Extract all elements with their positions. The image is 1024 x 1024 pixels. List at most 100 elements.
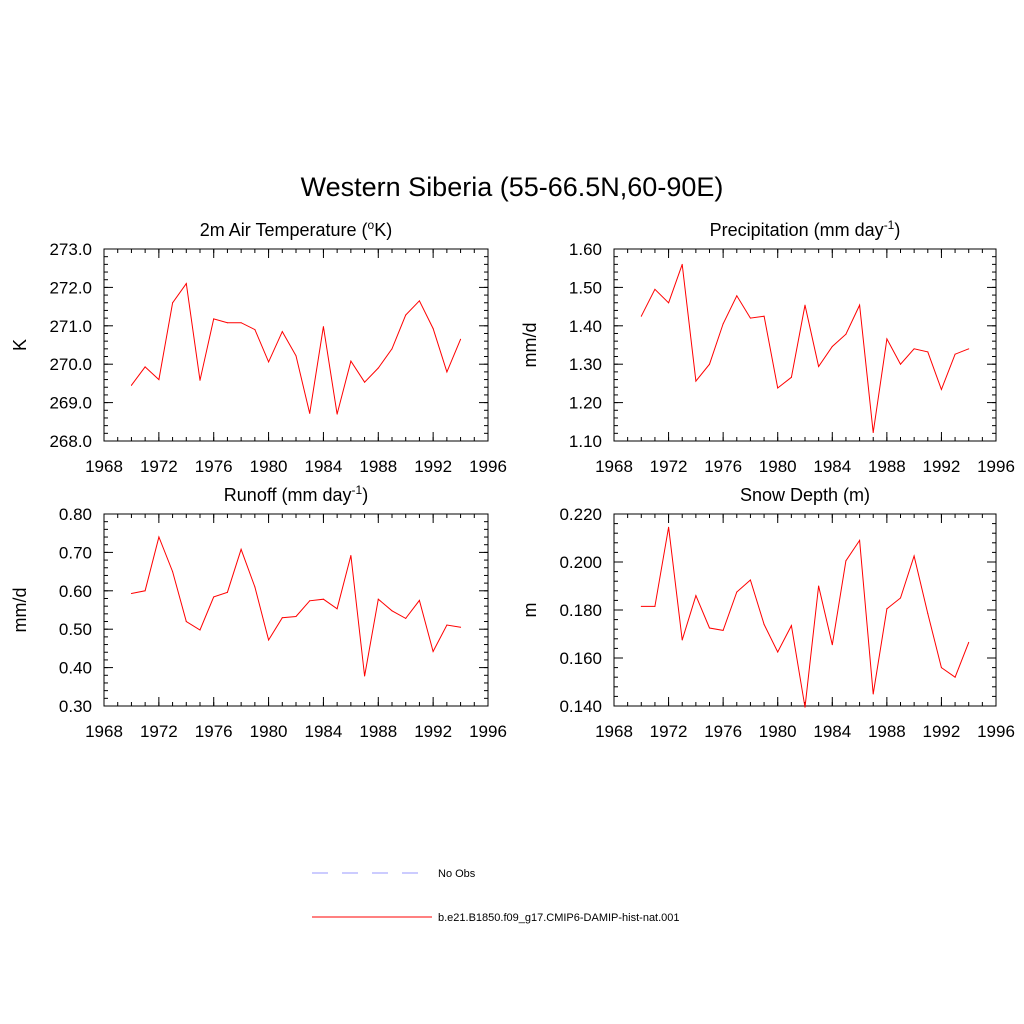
data-point: [185, 283, 187, 285]
data-point: [309, 600, 311, 602]
x-tick-label: 1976: [195, 457, 233, 476]
data-point: [130, 384, 132, 386]
y-tick-label: 0.140: [559, 697, 602, 716]
x-tick-label: 1968: [595, 722, 633, 741]
x-tick-label: 1976: [195, 722, 233, 741]
data-point: [736, 591, 738, 593]
data-point: [818, 366, 820, 368]
data-point: [377, 367, 379, 369]
data-point: [681, 639, 683, 641]
data-point: [709, 627, 710, 629]
y-axis-label: K: [10, 339, 30, 351]
data-point: [695, 595, 697, 597]
data-point: [322, 598, 324, 600]
data-point: [968, 641, 970, 643]
series-line-0: [130, 282, 462, 415]
data-point: [432, 327, 434, 329]
x-tick-label: 1992: [923, 722, 961, 741]
legend-label-1: b.e21.B1850.f09_g17.CMIP6-DAMIP-hist-nat…: [438, 912, 680, 924]
data-point: [240, 548, 242, 550]
x-tick-label: 1988: [868, 457, 906, 476]
data-point: [350, 554, 352, 556]
data-point: [460, 626, 462, 628]
panels-group: 1968 1972 1976 1980 1984 1988 1992 1996 268.0 269…: [10, 218, 1015, 741]
x-tick-label: 1996: [977, 457, 1015, 476]
x-tick-label: 1980: [759, 722, 797, 741]
data-point: [226, 322, 228, 324]
panel-2: 1968 1972 1976 1980 1984 1988 1992 1996 0.30 0.40…: [10, 483, 507, 741]
data-point: [405, 617, 407, 619]
data-point: [845, 333, 847, 335]
legend: No Obs b.e21.B1850.f09_g17.CMIP6-DAMIP-hi…: [312, 868, 680, 924]
x-tick-label: 1972: [140, 457, 178, 476]
data-point: [185, 621, 187, 623]
x-tick-label: 1968: [595, 457, 633, 476]
x-tick-label: 1996: [977, 722, 1015, 741]
data-point: [654, 605, 656, 607]
data-point: [859, 539, 861, 541]
data-point: [831, 346, 833, 348]
y-axis-label: m: [520, 603, 540, 618]
panel-3: 1968 1972 1976 1980 1984 1988 1992 1996 0.140 0.1…: [520, 485, 1015, 741]
y-tick-label: 1.40: [569, 317, 602, 336]
data-point: [130, 592, 132, 594]
x-tick-label: 1976: [704, 457, 742, 476]
y-tick-label: 0.80: [59, 505, 92, 524]
data-point: [654, 288, 656, 290]
y-tick-label: 0.70: [59, 543, 92, 562]
x-tick-label: 1972: [650, 722, 688, 741]
data-point: [213, 596, 215, 598]
x-tick-label: 1972: [650, 457, 688, 476]
data-point: [831, 644, 833, 646]
data-point: [213, 318, 215, 320]
data-point: [268, 361, 270, 363]
series-line-0: [131, 535, 461, 677]
data-point: [144, 590, 146, 592]
data-point: [309, 412, 311, 414]
data-point: [872, 693, 874, 695]
x-tick-label: 1996: [469, 457, 507, 476]
data-point: [172, 571, 174, 573]
y-tick-label: 269.0: [49, 394, 92, 413]
data-point: [790, 625, 792, 627]
y-tick-label: 0.180: [559, 601, 602, 620]
y-tick-label: 270.0: [49, 355, 92, 374]
data-point: [681, 263, 683, 265]
panel-title: Precipitation (mm day-1): [710, 218, 901, 240]
data-point: [295, 355, 297, 357]
y-tick-label: 0.50: [59, 620, 92, 639]
data-point: [144, 366, 146, 368]
data-point: [336, 413, 338, 415]
data-point: [254, 586, 256, 588]
data-point: [158, 379, 160, 381]
data-point: [446, 371, 448, 373]
y-tick-label: 271.0: [49, 317, 92, 336]
data-point: [749, 579, 751, 581]
x-tick-label: 1984: [305, 722, 343, 741]
data-point: [886, 338, 888, 340]
series-line-0: [640, 264, 969, 433]
data-point: [763, 315, 765, 317]
data-point: [199, 379, 201, 381]
x-tick-label: 1988: [359, 457, 397, 476]
data-point: [322, 326, 324, 328]
panel-0: 1968 1972 1976 1980 1984 1988 1992 1996 268.0 269…: [10, 218, 507, 476]
y-tick-label: 272.0: [49, 278, 92, 297]
data-point: [295, 616, 297, 618]
y-tick-label: 0.30: [59, 697, 92, 716]
x-tick-label: 1988: [868, 722, 906, 741]
y-tick-label: 1.30: [569, 355, 602, 374]
x-tick-label: 1980: [250, 457, 288, 476]
data-point: [268, 639, 270, 641]
data-point: [281, 617, 283, 619]
data-point: [886, 608, 888, 610]
panel-1: 1968 1972 1976 1980 1984 1988 1992 1996 1.10 1.20…: [520, 218, 1015, 476]
main-title: Western Siberia (55-66.5N,60-90E): [301, 172, 724, 202]
y-tick-label: 1.10: [569, 432, 602, 451]
x-tick-label: 1980: [759, 457, 797, 476]
data-point: [695, 380, 697, 382]
data-point: [281, 331, 283, 333]
data-point: [668, 302, 670, 304]
legend-label-0: No Obs: [438, 868, 476, 880]
y-axis-label: mm/d: [10, 588, 30, 633]
